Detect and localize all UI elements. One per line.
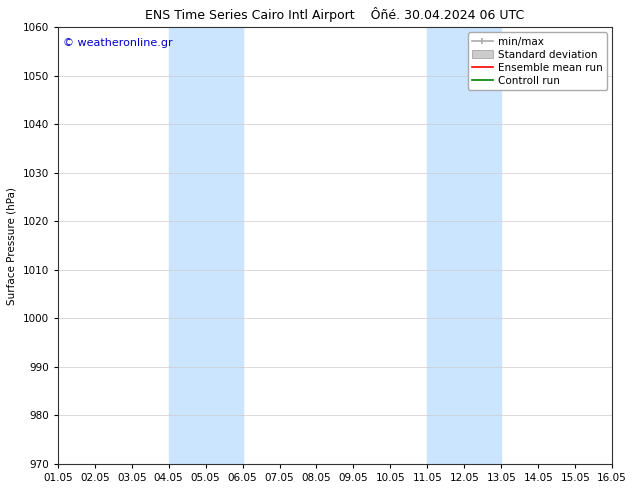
Y-axis label: Surface Pressure (hPa): Surface Pressure (hPa) xyxy=(7,187,17,305)
Text: © weatheronline.gr: © weatheronline.gr xyxy=(63,38,173,48)
Bar xyxy=(427,27,501,464)
Title: ENS Time Series Cairo Intl Airport    Ôñé. 30.04.2024 06 UTC: ENS Time Series Cairo Intl Airport Ôñé. … xyxy=(145,7,524,22)
Bar xyxy=(169,27,243,464)
Legend: min/max, Standard deviation, Ensemble mean run, Controll run: min/max, Standard deviation, Ensemble me… xyxy=(468,32,607,90)
